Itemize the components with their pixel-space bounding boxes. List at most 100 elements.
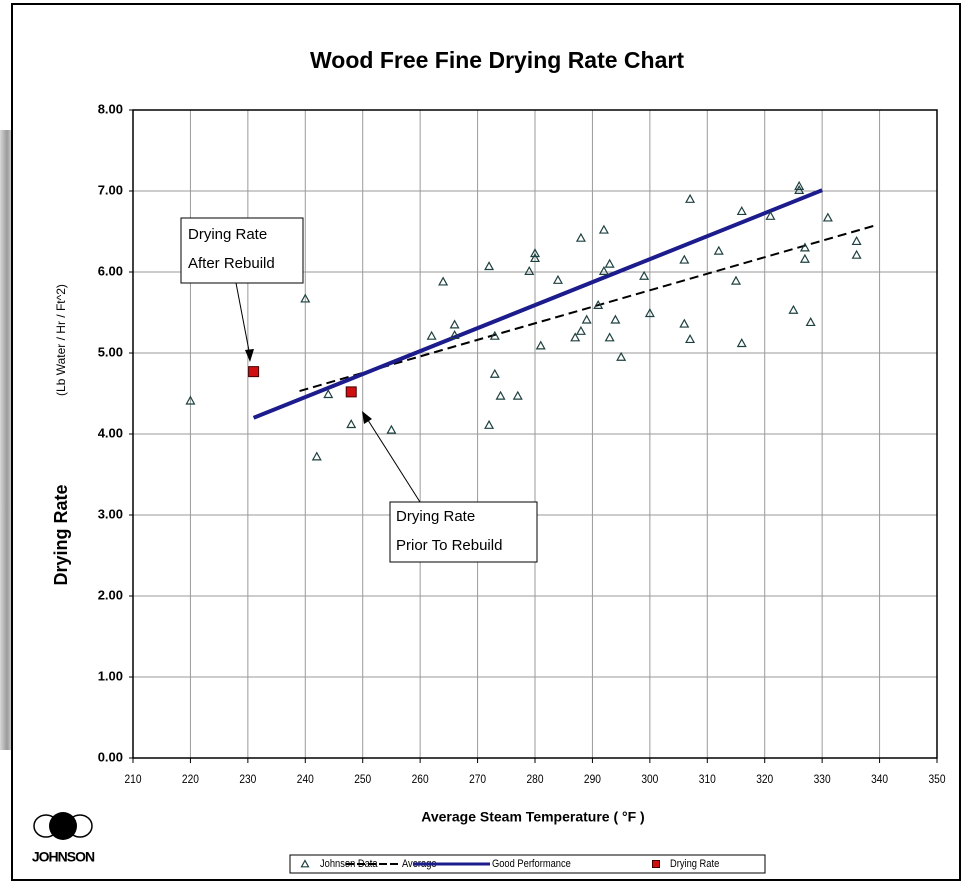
marker <box>805 316 816 327</box>
marker <box>616 351 627 361</box>
annotation-text: After Rebuild <box>188 255 275 272</box>
annotation-text: Prior To Rebuild <box>396 537 502 554</box>
y-axis-units: (Lb Water / Hr / Ft^2) <box>54 284 68 396</box>
marker <box>552 274 563 284</box>
marker <box>788 304 799 314</box>
marker <box>529 252 541 263</box>
series-line <box>299 224 875 393</box>
x-tick-label: 330 <box>814 773 831 786</box>
x-tick-label: 250 <box>354 773 371 786</box>
x-tick-label: 230 <box>239 773 256 786</box>
marker <box>512 390 523 400</box>
marker <box>794 180 805 190</box>
logo-mark <box>49 812 77 840</box>
y-tick-label: 2.00 <box>98 587 123 602</box>
annotation: Drying Rate Prior To Rebuild <box>362 411 538 563</box>
marker <box>604 258 615 268</box>
marker <box>449 329 460 339</box>
marker <box>685 193 696 203</box>
marker <box>535 340 546 350</box>
marker <box>794 184 805 194</box>
marker <box>581 314 592 324</box>
x-tick-label: 270 <box>469 773 486 786</box>
annotation-box <box>389 501 538 563</box>
x-tick-label: 240 <box>297 773 314 786</box>
marker <box>529 248 541 258</box>
marker <box>610 314 621 324</box>
marker <box>438 276 449 286</box>
y-tick-label: 7.00 <box>98 182 123 197</box>
marker <box>575 325 586 335</box>
legend <box>289 854 766 874</box>
y-tick-label: 3.00 <box>98 506 123 521</box>
series-line <box>252 188 823 420</box>
marker <box>822 212 833 222</box>
marker <box>685 333 696 344</box>
marker <box>323 389 334 399</box>
marker <box>713 245 724 255</box>
legend-label: Drying Rate <box>670 858 720 870</box>
y-tick-label: 4.00 <box>98 425 123 440</box>
marker <box>185 395 196 405</box>
marker <box>598 265 609 275</box>
x-tick-label: 280 <box>526 773 543 786</box>
annotation-text: Drying Rate <box>188 226 267 243</box>
marker <box>300 293 311 303</box>
annotation: Drying Rate After Rebuild <box>180 217 304 362</box>
x-tick-label: 260 <box>412 773 429 786</box>
marker <box>570 332 581 342</box>
marker <box>524 265 535 275</box>
marker <box>851 249 862 259</box>
marker <box>736 338 747 348</box>
marker <box>248 366 260 378</box>
frame-shadow <box>0 130 14 750</box>
y-tick-label: 6.00 <box>98 263 123 278</box>
marker <box>604 332 615 342</box>
marker <box>484 419 495 429</box>
marker <box>679 318 690 328</box>
marker <box>799 253 810 263</box>
y-tick-label: 1.00 <box>98 668 123 683</box>
x-tick-label: 220 <box>182 773 199 786</box>
y-tick-label: 0.00 <box>98 749 123 764</box>
logo-text: JOHNSON <box>32 849 95 865</box>
marker <box>598 224 609 234</box>
annotation-box <box>180 217 304 284</box>
marker <box>652 860 660 868</box>
marker <box>489 368 500 378</box>
y-axis-label: Drying Rate <box>51 484 71 585</box>
logo: JOHNSON <box>32 812 96 865</box>
marker <box>300 859 310 868</box>
annotation-text: Drying Rate <box>396 508 475 525</box>
x-tick-label: 310 <box>699 773 716 786</box>
x-tick-label: 300 <box>641 773 658 786</box>
marker <box>311 451 322 461</box>
annotation-arrow <box>235 282 251 357</box>
plot: 210 220 230 240 250 260 270 280 290 300 310 320 330 3… <box>98 101 946 786</box>
annotation-arrow <box>365 416 421 503</box>
marker <box>765 210 776 220</box>
marker <box>575 232 586 242</box>
x-tick-label: 340 <box>871 773 888 786</box>
y-tick-label: 5.00 <box>98 344 123 359</box>
annotation-arrowhead <box>362 411 372 424</box>
marker <box>799 242 810 252</box>
x-tick-label: 210 <box>124 773 141 786</box>
plot-border <box>132 109 938 759</box>
chart-title: Wood Free Fine Drying Rate Chart <box>310 47 684 73</box>
marker <box>644 308 655 318</box>
marker <box>489 330 500 340</box>
x-axis-label: Average Steam Temperature ( °F ) <box>421 809 644 825</box>
marker <box>426 330 437 340</box>
marker <box>639 270 650 280</box>
legend-label: Good Performance <box>492 858 571 870</box>
x-tick-label: 290 <box>584 773 601 786</box>
marker <box>593 299 604 310</box>
marker <box>345 386 357 398</box>
marker <box>495 390 506 400</box>
x-tick-label: 320 <box>756 773 773 786</box>
marker <box>346 419 357 429</box>
marker <box>484 261 495 271</box>
